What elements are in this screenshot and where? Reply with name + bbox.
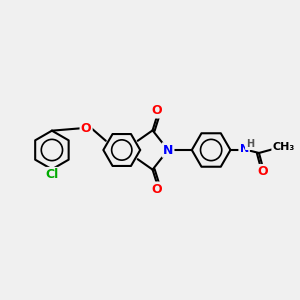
Text: H: H	[246, 139, 254, 149]
Text: O: O	[257, 165, 268, 178]
Text: O: O	[81, 122, 92, 135]
Text: Cl: Cl	[45, 168, 58, 181]
Text: O: O	[152, 183, 162, 196]
Text: CH₃: CH₃	[272, 142, 295, 152]
Text: N: N	[239, 143, 249, 154]
Text: N: N	[163, 143, 173, 157]
Text: O: O	[152, 104, 162, 117]
